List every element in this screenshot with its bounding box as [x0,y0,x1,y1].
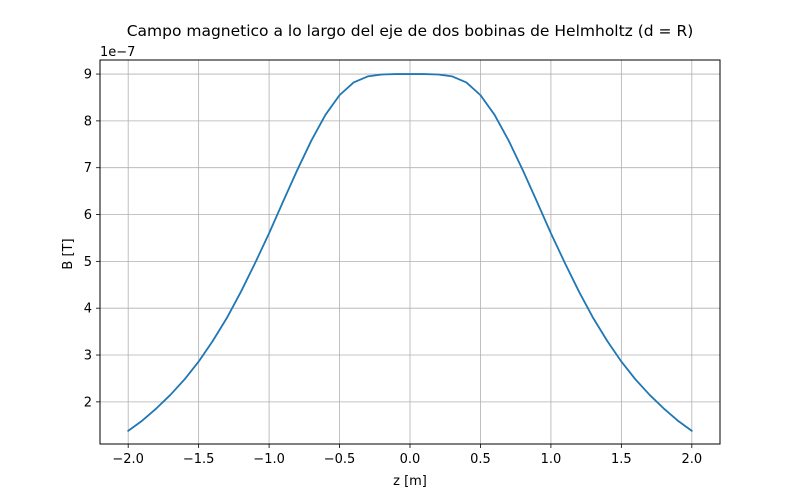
y-tick-label: 6 [84,208,92,223]
y-axis-label: B [T] [61,238,76,269]
y-tick-label: 8 [84,114,92,129]
y-tick-label: 2 [84,395,92,410]
x-tick-label: −2.0 [112,452,144,467]
y-axis-ticks: 2 3 4 5 6 7 8 9 [84,68,100,410]
x-tick-label: −1.0 [253,452,285,467]
chart-title: Campo magnetico a lo largo del eje de do… [127,22,694,40]
y-tick-label: 5 [84,255,92,270]
y-tick-label: 3 [84,349,92,364]
series-layer [127,73,693,432]
x-tick-label: 2.0 [681,452,702,467]
x-tick-label: 0.5 [470,452,491,467]
grid [100,60,720,444]
y-axis-offset-text: 1e−7 [100,45,135,60]
y-tick-label: 4 [84,302,92,317]
y-tick-label: 9 [84,68,92,83]
x-tick-label: −1.5 [183,452,215,467]
y-tick-label: 7 [84,161,92,176]
x-tick-label: −0.5 [324,452,356,467]
x-tick-label: 1.0 [541,452,562,467]
x-axis-ticks: −2.0 −1.5 −1.0 −0.5 0.0 0.5 1.0 1.5 2.0 [112,444,702,467]
x-tick-label: 1.5 [611,452,632,467]
x-tick-label: 0.0 [400,452,421,467]
x-axis-label: z [m] [393,474,427,489]
series-line [127,73,693,432]
